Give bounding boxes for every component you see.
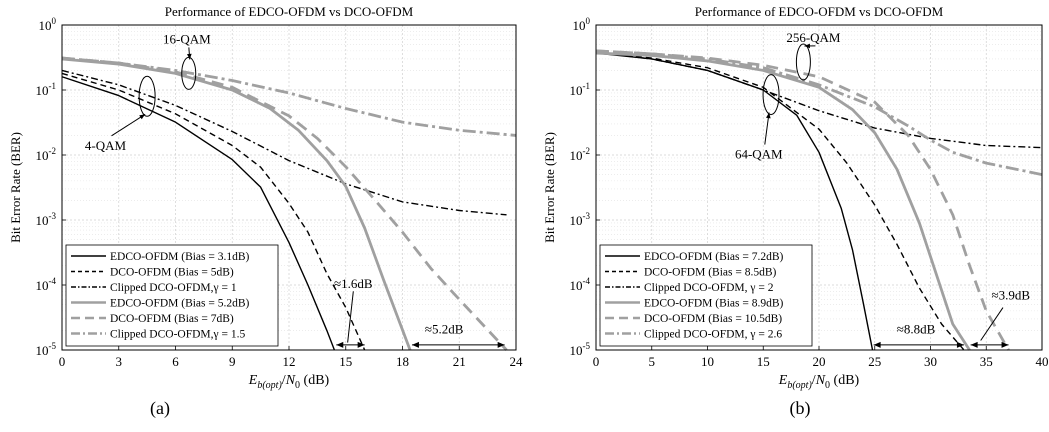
x-tick-label: 30: [924, 354, 937, 369]
gap-arrowhead: [411, 341, 419, 348]
y-tick-label: 10-3: [570, 211, 591, 228]
y-tick-label: 10-5: [570, 341, 591, 358]
group-ellipse: [762, 74, 780, 116]
legend-entry: DCO-OFDM (Bias = 8.5dB): [644, 267, 777, 279]
y-tick-label: 10-5: [36, 341, 57, 358]
x-tick-label: 40: [1036, 354, 1049, 369]
gap-arrowhead: [497, 341, 505, 348]
annotation-leader: [980, 307, 1004, 341]
y-tick-label: 100: [39, 16, 57, 33]
annotation-arrowhead: [139, 114, 146, 120]
y-tick-label: 10-2: [570, 146, 591, 163]
legend-entry: EDCO-OFDM (Bias = 3.1dB): [110, 251, 250, 263]
legend: EDCO-OFDM (Bias = 7.2dB) DCO-OFDM (Bias =…: [599, 244, 813, 347]
caption-a: (a): [150, 398, 170, 418]
x-tick-label: 0: [593, 354, 600, 369]
y-tick-label: 10-4: [570, 276, 591, 293]
x-tick-label: 15: [757, 354, 770, 369]
y-tick-label: 100: [573, 16, 591, 33]
x-tick-label: 24: [510, 354, 524, 369]
y-axis-label: Bit Error Rate (BER): [8, 132, 23, 243]
ber-chart-a: 0 3 6 9 12 15 18 21 24 100 10-1 10-2 10-3 10-4 10-5 Per…: [8, 4, 523, 391]
annotation-leader: [347, 291, 354, 343]
legend-entry: DCO-OFDM (Bias = 5dB): [110, 267, 234, 279]
series-line-3: [61, 69, 507, 216]
annotation-label: ≈8.8dB: [897, 321, 936, 336]
x-tick-label: 10: [701, 354, 714, 369]
x-tick-label: 20: [813, 354, 826, 369]
y-tick-label: 10-3: [36, 211, 57, 228]
x-tick-label: 0: [59, 354, 66, 369]
legend-entry: Clipped DCO-OFDM, γ = 2.6: [644, 329, 782, 341]
legend-box: [65, 244, 279, 347]
legend-entry: Clipped DCO-OFDM, γ = 2: [644, 282, 774, 294]
series-line-6: [595, 49, 1043, 176]
annotation-label: ≈3.9dB: [991, 287, 1030, 302]
caption-b: (b): [789, 398, 811, 418]
x-tick-label: 12: [283, 354, 296, 369]
annotation-label: 4-QAM: [85, 138, 127, 153]
annotation-arrowhead: [804, 43, 810, 49]
series-line-1: [595, 52, 874, 351]
x-axis-label: Eb(opt)/N0 (dB): [248, 373, 330, 391]
series-line-4: [595, 51, 971, 351]
annotation-arrowhead: [187, 53, 192, 60]
gap-arrowhead: [873, 341, 881, 348]
gap-arrowhead: [1001, 341, 1009, 348]
x-tick-label: 6: [172, 354, 179, 369]
chart-title: Performance of EDCO-OFDM vs DCO-OFDM: [165, 4, 414, 19]
legend-box: [599, 244, 813, 347]
x-tick-label: 5: [649, 354, 656, 369]
legend-entry: EDCO-OFDM (Bias = 5.2dB): [110, 298, 250, 310]
y-tick-label: 10-1: [36, 81, 57, 98]
group-ellipse: [138, 75, 156, 117]
gap-arrowhead: [336, 341, 344, 348]
legend-entry: DCO-OFDM (Bias = 7dB): [110, 313, 234, 325]
legend-entry: Clipped DCO-OFDM,γ = 1: [110, 282, 237, 294]
annotation-label: 16-QAM: [163, 31, 211, 46]
y-tick-label: 10-4: [36, 276, 57, 293]
legend-entry: EDCO-OFDM (Bias = 8.9dB): [644, 298, 784, 310]
series-line-6: [61, 56, 517, 137]
x-tick-label: 35: [980, 354, 993, 369]
gap-arrowhead: [970, 341, 978, 348]
chart-title: Performance of EDCO-OFDM vs DCO-OFDM: [695, 4, 944, 19]
gap-arrowhead: [956, 341, 964, 348]
x-tick-label: 9: [229, 354, 236, 369]
x-tick-label: 15: [339, 354, 352, 369]
series-line-1: [61, 76, 336, 351]
series-line-2: [61, 72, 366, 351]
y-axis-label: Bit Error Rate (BER): [542, 132, 557, 243]
annotation-arrowhead: [766, 112, 771, 119]
legend-entry: EDCO-OFDM (Bias = 7.2dB): [644, 251, 784, 263]
y-tick-label: 10-2: [36, 146, 57, 163]
gap-arrowhead: [357, 341, 365, 348]
x-tick-label: 3: [116, 354, 123, 369]
group-ellipse: [795, 43, 811, 81]
annotation-label: 64-QAM: [735, 147, 783, 162]
x-axis-label: Eb(opt)/N0 (dB): [778, 373, 860, 391]
legend-entry: Clipped DCO-OFDM,γ = 1.5: [110, 329, 245, 341]
annotation-label: 256-QAM: [786, 30, 841, 45]
annotation-arrow: [111, 113, 146, 137]
grid: [595, 24, 1043, 351]
annotation-label: ≈5.2dB: [425, 321, 464, 336]
series-line-3: [595, 51, 1043, 149]
x-tick-label: 25: [868, 354, 881, 369]
legend: EDCO-OFDM (Bias = 3.1dB) DCO-OFDM (Bias =…: [65, 244, 279, 347]
annotation-label: ≈1.6dB: [334, 276, 373, 291]
legend-entry: DCO-OFDM (Bias = 10.5dB): [644, 313, 782, 325]
series-line-2: [595, 51, 965, 351]
ber-chart-b: 0 5 10 15 20 25 30 35 40 100 10-1 10-2 10-3 10-4 10-5 P…: [542, 4, 1049, 391]
y-tick-label: 10-1: [570, 81, 591, 98]
x-tick-label: 18: [396, 354, 409, 369]
x-tick-label: 21: [453, 354, 466, 369]
